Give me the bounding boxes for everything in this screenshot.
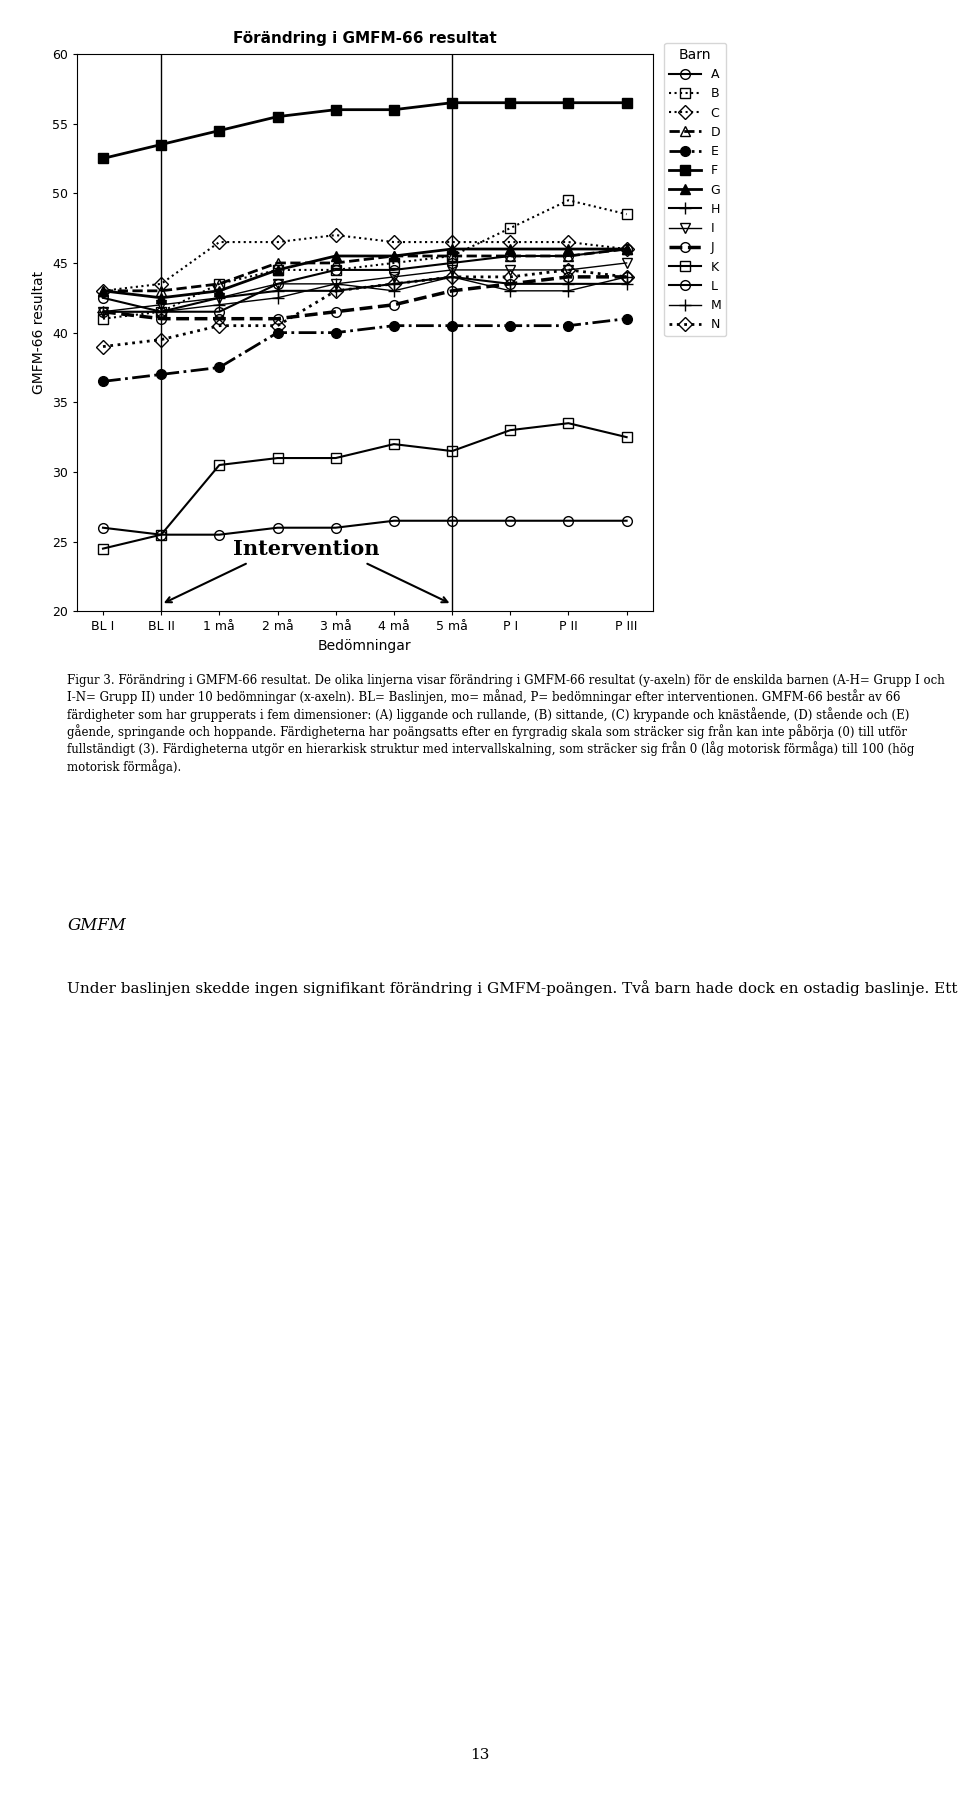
Text: Under baslinjen skedde ingen signifikant förändring i GMFM-poängen. Två barn had: Under baslinjen skedde ingen signifikant…	[67, 980, 960, 996]
Text: 13: 13	[470, 1748, 490, 1762]
Text: Figur 3. Förändring i GMFM-66 resultat. De olika linjerna visar förändring i GMF: Figur 3. Förändring i GMFM-66 resultat. …	[67, 674, 945, 773]
Title: Förändring i GMFM-66 resultat: Förändring i GMFM-66 resultat	[233, 31, 496, 45]
Text: Intervention: Intervention	[233, 539, 380, 559]
Legend: A, B, C, D, E, F, G, H, I, J, K, L, M, N: A, B, C, D, E, F, G, H, I, J, K, L, M, N	[664, 43, 727, 336]
Y-axis label: GMFM-66 resultat: GMFM-66 resultat	[33, 271, 46, 394]
Text: GMFM: GMFM	[67, 917, 126, 933]
X-axis label: Bedömningar: Bedömningar	[318, 638, 412, 653]
